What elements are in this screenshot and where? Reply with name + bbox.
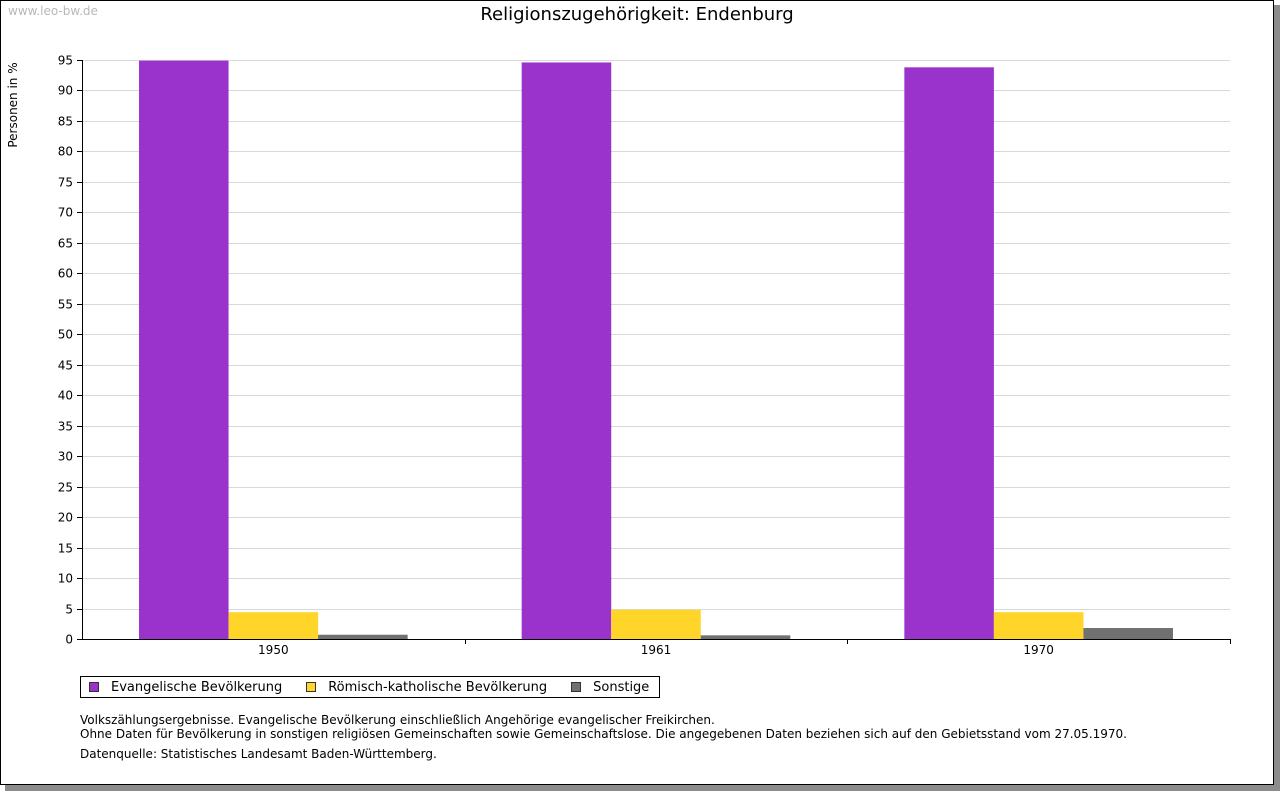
y-tick-label: 0 (65, 633, 73, 647)
legend-swatch (89, 682, 99, 692)
bar (521, 62, 612, 640)
y-tick-label: 50 (58, 328, 73, 342)
legend-item: Evangelische Bevölkerung (89, 680, 282, 695)
notes: Volkszählungsergebnisse. Evangelische Be… (80, 713, 1127, 761)
legend: Evangelische Bevölkerung Römisch-katholis… (80, 676, 661, 698)
x-tick-label: 1970 (1023, 643, 1054, 657)
y-tick-label: 95 (58, 54, 73, 68)
x-tick-label: 1950 (258, 643, 289, 657)
y-tick-label: 35 (58, 420, 73, 434)
legend-swatch (571, 682, 582, 692)
legend-label: Römisch-katholische Bevölkerung (328, 679, 548, 695)
y-tick-label: 30 (58, 450, 73, 464)
note-line-1: Volkszählungsergebnisse. Evangelische Be… (80, 713, 715, 727)
y-tick-label: 90 (58, 84, 73, 98)
frame-shadow-right (1274, 5, 1280, 791)
y-tick-label: 25 (58, 481, 73, 495)
bar (1083, 628, 1173, 639)
bar (318, 634, 408, 639)
y-tick-label: 75 (58, 176, 73, 190)
y-tick-label: 55 (58, 298, 73, 312)
frame-shadow-bottom (5, 785, 1280, 791)
legend-item: Sonstige (571, 680, 649, 695)
y-tick-label: 70 (58, 206, 73, 220)
bar (700, 635, 791, 639)
y-tick-label: 5 (65, 603, 73, 617)
bar (904, 67, 994, 640)
y-tick-label: 80 (58, 145, 73, 159)
legend-label: Sonstige (593, 679, 650, 695)
y-tick-label: 85 (58, 115, 73, 129)
note-line-2: Ohne Daten für Bevölkerung in sonstigen … (80, 727, 1127, 741)
bar (993, 612, 1084, 639)
bar (611, 609, 701, 639)
legend-label: Evangelische Bevölkerung (111, 679, 283, 695)
y-tick-label: 20 (58, 511, 73, 525)
y-tick-label: 60 (58, 267, 73, 281)
legend-swatch (306, 682, 317, 692)
y-tick-label: 10 (58, 572, 73, 586)
grid-lines (82, 60, 1230, 610)
watermark[interactable]: www.leo-bw.de (8, 4, 98, 18)
y-tick-label: 65 (58, 237, 73, 251)
bars (139, 60, 1173, 640)
data-source: Datenquelle: Statistisches Landesamt Bad… (80, 747, 437, 761)
legend-item: Römisch-katholische Bevölkerung (306, 680, 547, 695)
bar (228, 612, 319, 639)
axes: 0 5 10 15 20 25 30 35 40 45 50 55 60 65 70 75 80 85 90 95 19… (58, 54, 1231, 657)
y-tick-label: 40 (58, 389, 73, 403)
x-tick-label: 1961 (641, 643, 672, 657)
chart-plot: 0 5 10 15 20 25 30 35 40 45 50 55 60 65 70 75 80 85 90 95 19… (58, 54, 1231, 657)
chart-title: Religionszugehörigkeit: Endenburg (480, 4, 794, 25)
y-tick-label: 15 (58, 542, 73, 556)
bar (139, 60, 229, 639)
y-tick-label: 45 (58, 359, 73, 373)
